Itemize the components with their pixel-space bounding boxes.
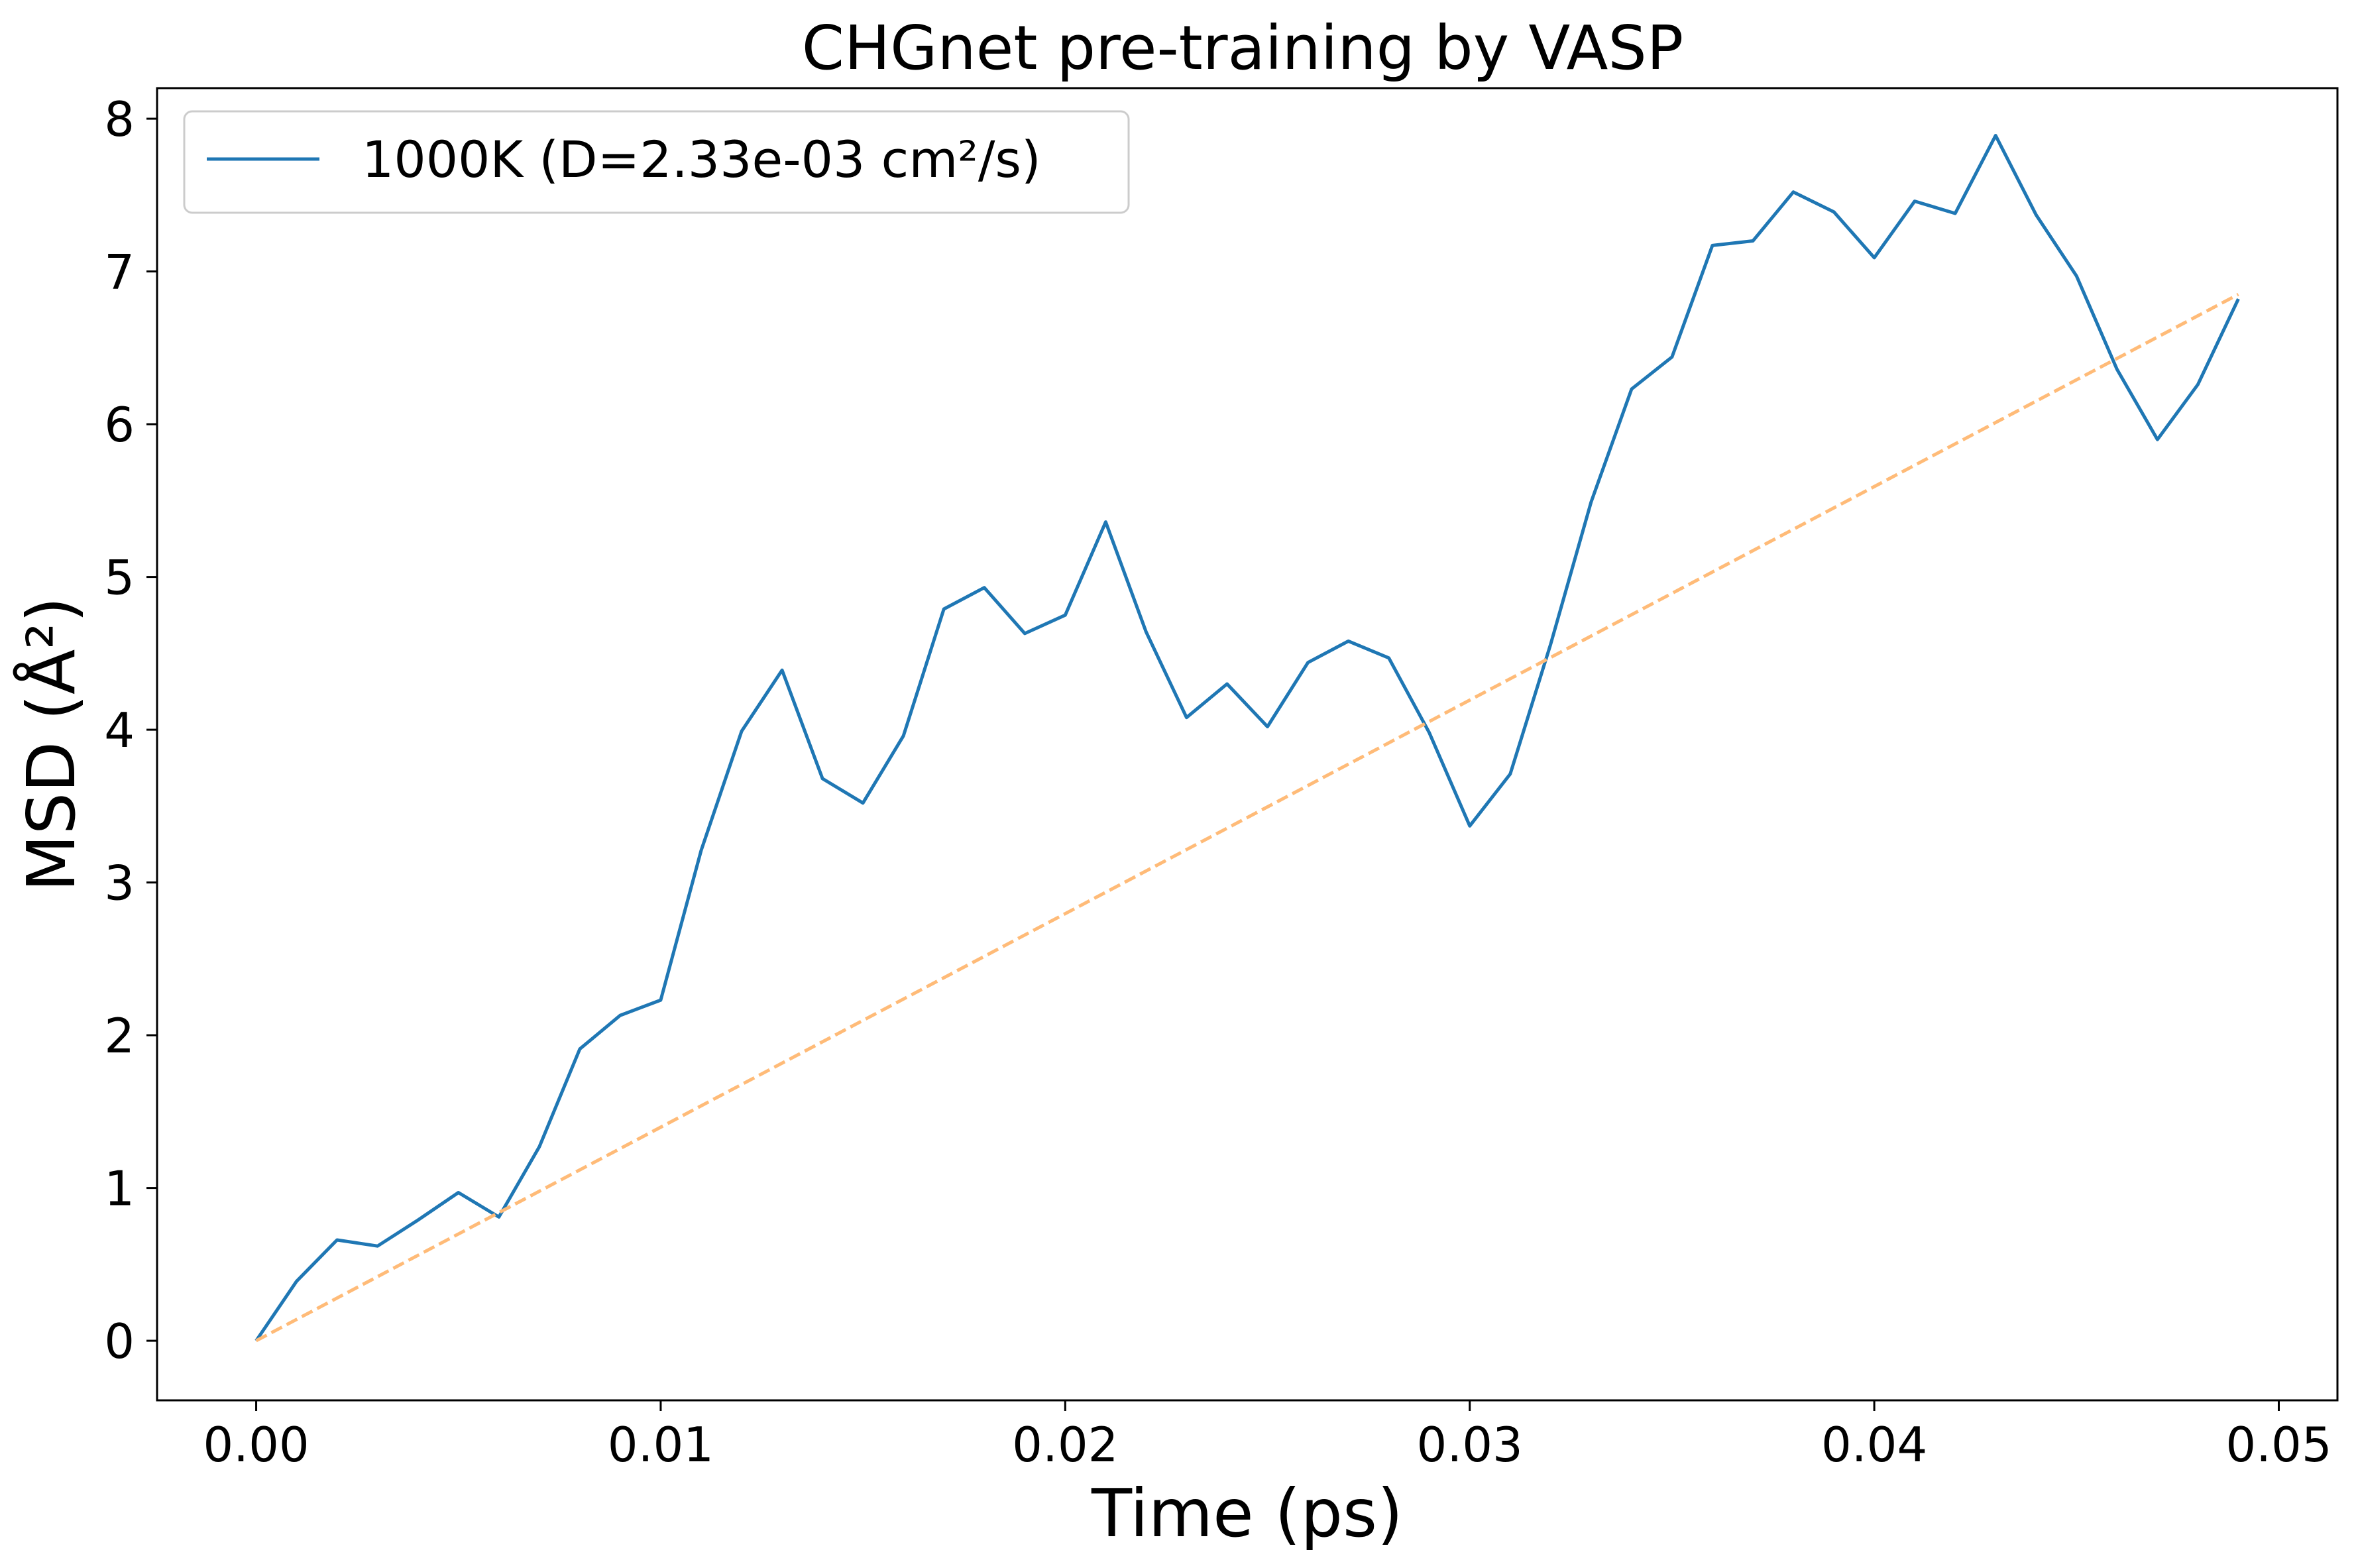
legend-box [183, 110, 1130, 214]
legend: 1000K (D=2.33e-03 cm²/s) [183, 110, 1130, 214]
y-tick-label: 5 [104, 550, 135, 606]
fit-line [255, 292, 2239, 1343]
y-tick-label: 1 [104, 1161, 135, 1217]
y-tick-label: 7 [104, 245, 135, 300]
x-tick-label: 0.01 [608, 1417, 714, 1473]
chart-title: CHGnet pre-training by VASP [802, 13, 1684, 84]
x-tick-label: 0.00 [203, 1417, 309, 1473]
legend-label: 1000K (D=2.33e-03 cm²/s) [362, 130, 1041, 189]
x-tick-label: 0.04 [1821, 1417, 1927, 1473]
y-tick-label: 0 [104, 1314, 135, 1369]
series-line-0 [254, 134, 2240, 1342]
y-tick-label: 4 [104, 702, 135, 758]
x-tick-label: 0.02 [1012, 1417, 1118, 1473]
x-tick-label: 0.05 [2225, 1417, 2331, 1473]
x-axis: 0.00 0.01 0.02 0.03 0.04 0.05 [203, 1400, 2332, 1473]
y-tick-label: 2 [104, 1008, 135, 1064]
x-axis-title: Time (ps) [1091, 1475, 1403, 1552]
y-tick-label: 8 [104, 91, 135, 147]
y-tick-label: 3 [104, 856, 135, 911]
plot-frame [156, 87, 2339, 1402]
y-axis-title: MSD (Å²) [12, 596, 90, 891]
y-axis: 0 1 2 3 4 5 6 7 8 [104, 91, 157, 1369]
series-layer [254, 134, 2240, 1343]
x-tick-label: 0.03 [1417, 1417, 1523, 1473]
y-tick-label: 6 [104, 397, 135, 453]
